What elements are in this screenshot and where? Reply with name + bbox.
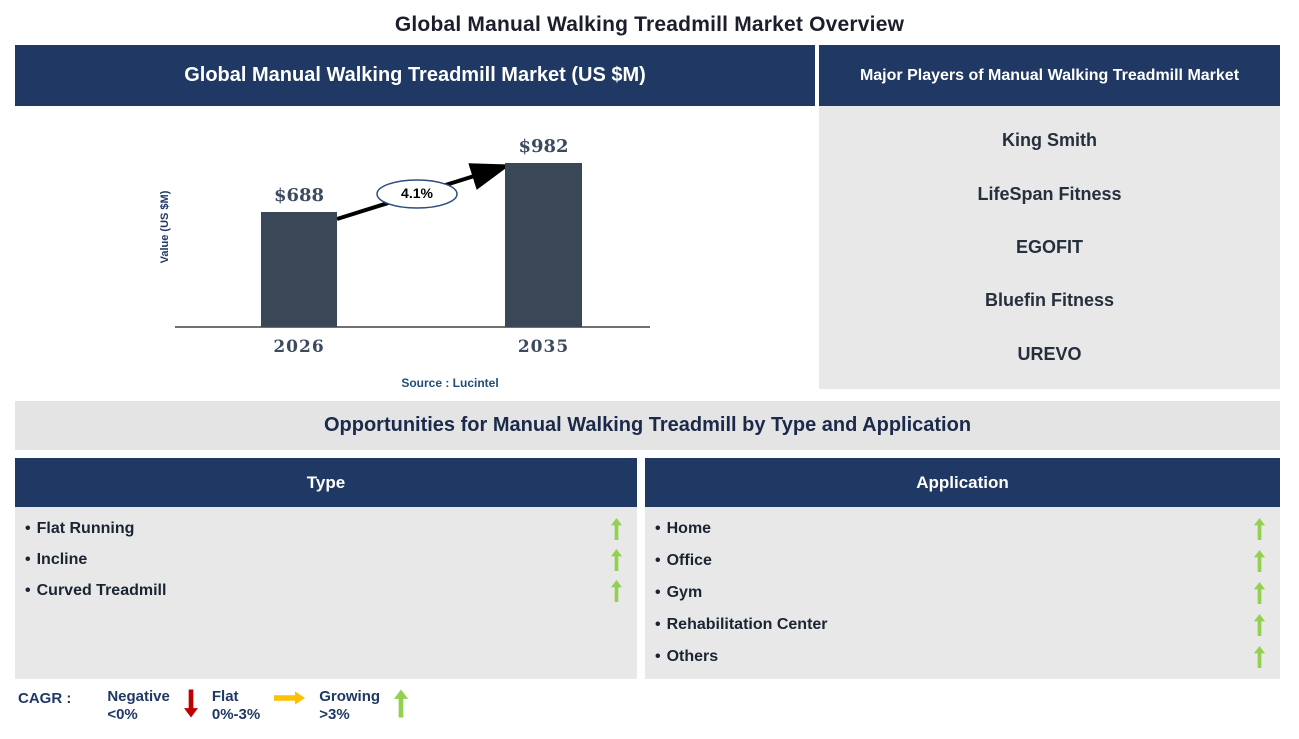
major-players-list: King Smith LifeSpan Fitness EGOFIT Bluef… <box>819 106 1280 389</box>
growing-up-arrow-icon <box>1254 518 1265 540</box>
type-panel: Type • Flat Running • Incline • Curved Trea… <box>15 458 637 679</box>
player-name: King Smith <box>1002 130 1097 151</box>
bar-value-2035: $982 <box>518 136 569 157</box>
bar-value-2026: $688 <box>273 185 325 206</box>
growing-up-arrow-icon <box>611 517 622 540</box>
list-item: • Gym <box>645 577 1280 609</box>
application-panel-header: Application <box>645 458 1280 507</box>
cagr-legend: CAGR : Negative <0% Flat 0%-3% Growing >… <box>18 688 422 724</box>
legend-growing-range: >3% <box>319 706 350 723</box>
flat-right-arrow-icon <box>274 691 306 705</box>
bullet: • <box>655 520 661 537</box>
bar-2035 <box>505 163 582 327</box>
bullet: • <box>655 552 661 569</box>
legend-flat-name: Flat <box>211 688 239 705</box>
list-item: • Rehabilitation Center <box>645 609 1280 641</box>
player-name: Bluefin Fitness <box>984 290 1114 311</box>
list-item: • Curved Treadmill <box>15 575 637 606</box>
legend-flat-range: 0%-3% <box>211 706 261 723</box>
legend-entry-negative: Negative <0% <box>107 688 212 724</box>
negative-down-arrow-icon <box>183 689 198 718</box>
opportunities-banner: Opportunities for Manual Walking Treadmi… <box>15 401 1280 450</box>
growing-up-arrow-icon <box>1254 646 1265 668</box>
bar-2026 <box>261 212 337 327</box>
application-panel: Application • Home • Office • Gym • Rehabili… <box>645 458 1280 679</box>
application-item-label: Office <box>666 552 712 569</box>
list-item: • Incline <box>15 544 637 575</box>
bullet: • <box>655 584 661 601</box>
bullet: • <box>25 550 31 568</box>
growing-up-arrow-icon <box>1254 582 1265 604</box>
growing-up-arrow-icon <box>1254 550 1265 572</box>
application-item-label: Gym <box>666 584 703 601</box>
bullet: • <box>25 581 31 599</box>
y-axis-label: Value (US $M) <box>159 190 171 264</box>
type-panel-header: Type <box>15 458 637 507</box>
x-tick-2035: 2035 <box>517 337 570 357</box>
bullet: • <box>25 519 31 537</box>
application-item-label: Home <box>666 520 712 537</box>
legend-entry-growing: Growing >3% <box>319 688 422 724</box>
chart-panel-header: Global Manual Walking Treadmill Market (… <box>15 45 815 106</box>
cagr-ellipse <box>376 179 458 209</box>
list-item: • Others <box>645 641 1280 673</box>
x-tick-2026: 2026 <box>273 337 325 357</box>
source-note: Source : Lucintel <box>401 376 499 390</box>
growing-up-arrow-icon <box>611 579 622 602</box>
application-item-label: Others <box>666 648 719 665</box>
growing-up-arrow-icon <box>611 548 622 571</box>
type-panel-body: • Flat Running • Incline • Curved Treadmill <box>15 507 637 679</box>
growing-up-arrow-icon <box>394 689 409 718</box>
type-item-label: Curved Treadmill <box>36 581 167 599</box>
type-item-label: Flat Running <box>36 519 135 537</box>
chart-canvas <box>175 163 650 328</box>
list-item: • Office <box>645 545 1280 577</box>
legend-negative-range: <0% <box>107 706 138 723</box>
type-item-label: Incline <box>36 550 88 568</box>
list-item: • Home <box>645 513 1280 545</box>
player-name: EGOFIT <box>1016 236 1083 257</box>
major-players-header: Major Players of Manual Walking Treadmil… <box>819 45 1280 106</box>
bullet: • <box>655 616 661 633</box>
player-name: LifeSpan Fitness <box>977 183 1122 204</box>
bullet: • <box>655 648 661 665</box>
market-bar-chart: Value (US $M) $688 $982 2026 2035 4.1% S… <box>15 106 815 400</box>
cagr-legend-label: CAGR : <box>18 690 72 707</box>
application-panel-body: • Home • Office • Gym • Rehabilitation Cente… <box>645 507 1280 679</box>
application-item-label: Rehabilitation Center <box>666 616 828 633</box>
list-item: • Flat Running <box>15 513 637 544</box>
page-title: Global Manual Walking Treadmill Market O… <box>394 13 905 36</box>
legend-growing-name: Growing <box>319 688 381 705</box>
legend-negative-name: Negative <box>107 688 170 705</box>
growing-up-arrow-icon <box>1254 614 1265 636</box>
cagr-annotation: 4.1% <box>401 185 433 201</box>
player-name: UREVO <box>1017 343 1082 364</box>
legend-entry-flat: Flat 0%-3% <box>212 688 319 724</box>
